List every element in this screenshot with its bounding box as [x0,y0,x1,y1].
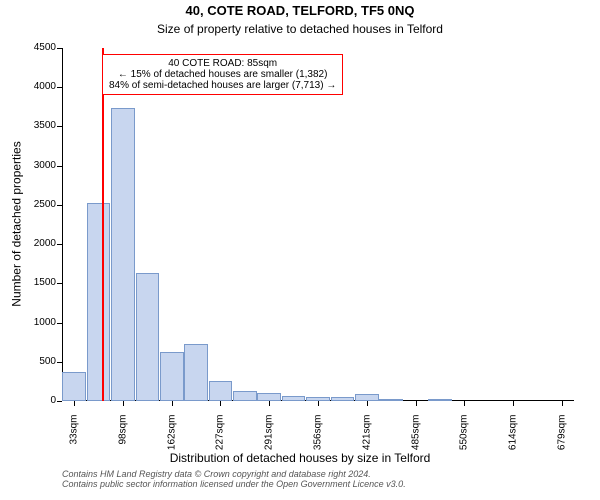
y-tick-mark [57,244,62,245]
y-tick-label: 1500 [20,277,56,288]
y-tick-mark [57,48,62,49]
bar [87,203,111,401]
y-tick-label: 4500 [20,42,56,53]
y-tick-mark [57,323,62,324]
annotation-line: 40 COTE ROAD: 85sqm [109,58,336,69]
y-tick-label: 3500 [20,120,56,131]
bar [331,397,355,401]
y-tick-label: 3000 [20,160,56,171]
y-tick-mark [57,166,62,167]
y-tick-mark [57,362,62,363]
bar [257,393,281,401]
footer-line: Contains public sector information licen… [62,479,406,489]
x-tick-label: 291sqm [264,415,275,459]
y-tick-label: 1000 [20,317,56,328]
x-tick-label: 33sqm [69,415,80,459]
y-tick-label: 2000 [20,238,56,249]
annotation-line: 84% of semi-detached houses are larger (… [109,80,336,91]
y-tick-label: 2500 [20,199,56,210]
x-tick-label: 421sqm [361,415,372,459]
y-axis-line [62,48,63,401]
x-tick-label: 356sqm [313,415,324,459]
x-tick-label: 679sqm [556,415,567,459]
x-tick-mark [562,401,563,406]
annotation-line: ← 15% of detached houses are smaller (1,… [109,69,336,80]
bar [209,381,233,401]
plot-area [62,48,574,401]
x-tick-label: 485sqm [410,415,421,459]
annotation-box: 40 COTE ROAD: 85sqm← 15% of detached hou… [102,54,343,95]
x-tick-mark [123,401,124,406]
bar [428,399,452,401]
title-line1: 40, COTE ROAD, TELFORD, TF5 0NQ [0,3,600,18]
x-tick-mark [318,401,319,406]
x-tick-label: 550sqm [459,415,470,459]
x-tick-mark [367,401,368,406]
y-tick-mark [57,401,62,402]
bar [282,396,306,401]
y-tick-label: 4000 [20,81,56,92]
title-line2: Size of property relative to detached ho… [0,22,600,36]
x-tick-mark [74,401,75,406]
bar [184,344,208,401]
y-tick-mark [57,126,62,127]
x-tick-label: 162sqm [166,415,177,459]
bar [136,273,160,401]
x-tick-label: 614sqm [508,415,519,459]
x-tick-mark [513,401,514,406]
bar [355,394,379,401]
x-tick-mark [172,401,173,406]
x-tick-mark [220,401,221,406]
bar [62,372,86,401]
footer-line: Contains HM Land Registry data © Crown c… [62,469,406,479]
x-tick-label: 98sqm [117,415,128,459]
bar [233,391,257,401]
marker-line [102,48,104,401]
y-tick-mark [57,283,62,284]
bar [160,352,184,401]
bar [379,399,403,401]
bar [111,108,135,401]
x-tick-label: 227sqm [215,415,226,459]
footer-text: Contains HM Land Registry data © Crown c… [62,469,406,489]
x-tick-mark [464,401,465,406]
chart-container: { "title_line1": "40, COTE ROAD, TELFORD… [0,0,600,500]
x-tick-mark [269,401,270,406]
y-tick-label: 0 [20,395,56,406]
y-tick-mark [57,87,62,88]
y-tick-mark [57,205,62,206]
x-tick-mark [416,401,417,406]
y-tick-label: 500 [20,356,56,367]
y-axis-label: Number of detached properties [9,47,23,400]
